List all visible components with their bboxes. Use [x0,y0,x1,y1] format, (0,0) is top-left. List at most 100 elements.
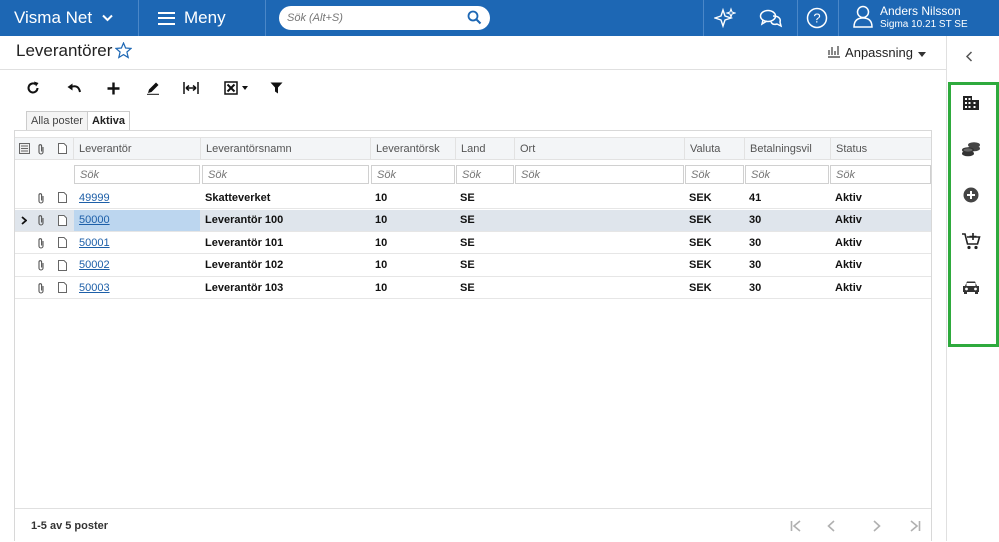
cell-leverantor: 50003 [74,277,200,298]
table-row[interactable]: 50001 Leverantör 101 10 SE SEK 30 Aktiv [15,232,931,254]
add-icon[interactable] [98,76,128,100]
car-icon[interactable] [961,277,981,297]
filter-betalningsvillkor-input[interactable] [745,165,829,184]
svg-text:?: ? [813,11,820,26]
cell-status: Aktiv [835,214,862,226]
first-page-icon[interactable] [785,516,807,536]
col-header-leverantorsnamn[interactable]: Leverantörsnamn [200,138,371,159]
note-icon[interactable] [53,277,71,298]
last-page-icon[interactable] [904,516,926,536]
note-icon [53,138,71,159]
note-icon[interactable] [53,187,71,208]
filter-status-input[interactable] [830,165,931,184]
filter-ort-input[interactable] [515,165,684,184]
previous-page-icon[interactable] [820,516,842,536]
divider [838,0,839,36]
col-header-leverantorsklass[interactable]: Leverantörsk [370,138,456,159]
filter-icon[interactable] [261,76,291,100]
customize-button[interactable]: Anpassning [827,44,926,61]
edit-icon[interactable] [138,76,168,100]
cell-ort [514,255,685,276]
tab-alla-poster[interactable]: Alla poster [26,111,88,131]
attachment-icon[interactable] [32,277,50,298]
search-input[interactable] [287,9,457,27]
col-header-valuta[interactable]: Valuta [684,138,745,159]
customize-label: Anpassning [845,45,913,60]
add-circle-icon[interactable] [961,185,981,205]
col-header-land[interactable]: Land [455,138,515,159]
attachment-icon[interactable] [32,255,50,276]
user-menu[interactable]: Anders Nilsson Sigma 10.21 ST SE [852,0,968,36]
export-icon[interactable] [220,76,254,100]
cell-leverantorsnamn: Leverantör 101 [205,236,284,249]
cell-ort [514,232,685,253]
filter-leverantorsnamn-input[interactable] [202,165,369,184]
col-header-betalningsvillkor[interactable]: Betalningsvil [744,138,831,159]
cell-leverantorsklass: 10 [375,259,388,271]
suppliers-grid: Leverantör Leverantörsnamn Leverantörsk … [14,130,932,541]
hamburger-icon [158,11,175,25]
table-row[interactable]: 50000 Leverantör 100 10 SE SEK 30 Aktiv [15,209,931,232]
cell-betalningsvillkor: 30 [749,281,762,294]
cell-valuta: SEK [689,236,712,249]
favorite-star-icon[interactable] [114,41,133,64]
filter-valuta-input[interactable] [685,165,744,184]
company-switcher[interactable]: Visma Net [14,0,113,36]
chat-icon[interactable] [752,0,790,36]
divider [703,0,704,36]
cell-betalningsvillkor: 30 [749,236,762,249]
supplier-id-link[interactable]: 50000 [79,214,110,226]
cell-status: Aktiv [835,281,862,294]
note-icon[interactable] [53,255,71,276]
note-icon[interactable] [53,210,71,231]
filter-row [15,164,931,186]
cell-leverantorsnamn: Leverantör 100 [205,214,284,226]
cell-ort [514,277,685,298]
supplier-id-link[interactable]: 50003 [79,281,110,294]
table-row[interactable]: 50003 Leverantör 103 10 SE SEK 30 Aktiv [15,277,931,299]
supplier-id-link[interactable]: 50002 [79,259,110,271]
cell-ort [514,187,685,208]
cell-leverantorsnamn: Leverantör 102 [205,259,284,271]
caret-down-icon [918,45,926,60]
divider [138,0,139,36]
coins-icon[interactable] [961,139,981,159]
attachment-icon[interactable] [32,232,50,253]
next-page-icon[interactable] [866,516,888,536]
search-icon[interactable] [467,10,482,30]
supplier-id-link[interactable]: 49999 [79,191,110,204]
col-header-ort[interactable]: Ort [514,138,685,159]
note-icon[interactable] [53,232,71,253]
table-row[interactable]: 49999 Skatteverket 10 SE SEK 41 Aktiv [15,187,931,209]
row-select-icon[interactable] [15,138,33,159]
help-icon[interactable]: ? [798,0,836,36]
menu-button[interactable]: Meny [158,0,226,36]
building-icon[interactable] [961,93,981,113]
filter-leverantor-input[interactable] [74,165,200,184]
attachment-icon[interactable] [32,187,50,208]
cell-leverantorsklass: 10 [375,281,388,294]
filter-land-input[interactable] [456,165,514,184]
tab-aktiva[interactable]: Aktiva [86,111,131,131]
user-name: Anders Nilsson [880,4,961,18]
grid-header: Leverantör Leverantörsnamn Leverantörsk … [15,137,931,160]
menu-label: Meny [184,8,226,27]
table-row[interactable]: 50002 Leverantör 102 10 SE SEK 30 Aktiv [15,255,931,277]
undo-icon[interactable] [59,76,89,100]
cell-betalningsvillkor: 30 [749,259,762,271]
page-header: Leverantörer Anpassning [0,36,946,70]
cell-land: SE [460,236,475,249]
supplier-id-link[interactable]: 50001 [79,236,110,249]
cell-leverantorsklass: 10 [375,236,388,249]
cell-land: SE [460,259,475,271]
col-header-status[interactable]: Status [830,138,931,159]
sparkle-icon[interactable] [706,0,744,36]
attachment-icon[interactable] [32,210,50,231]
cell-valuta: SEK [689,259,712,271]
col-header-leverantor[interactable]: Leverantör [73,138,201,159]
cart-add-icon[interactable] [961,231,981,251]
fit-columns-icon[interactable] [176,76,206,100]
refresh-icon[interactable] [18,76,48,100]
collapse-panel-icon[interactable] [965,50,973,65]
filter-leverantorsklass-input[interactable] [371,165,455,184]
